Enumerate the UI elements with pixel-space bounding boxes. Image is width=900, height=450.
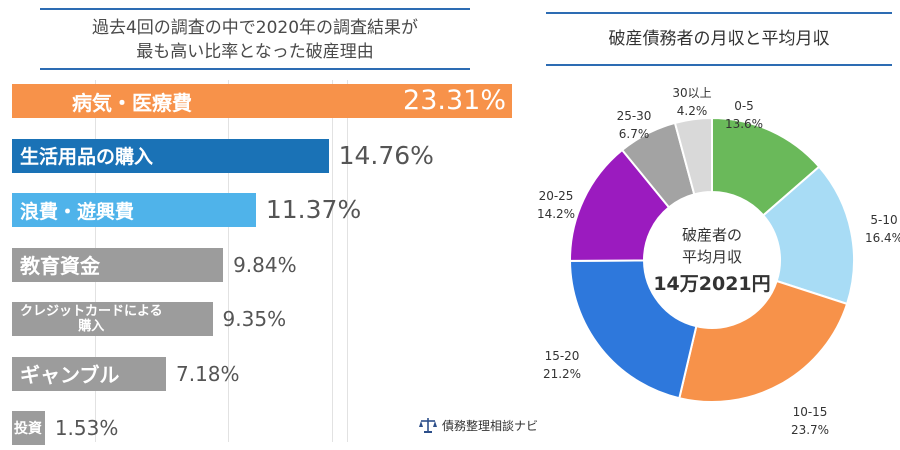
slice-value-label: 14.2% [537, 207, 575, 221]
bar: 浪費・遊興費 [12, 193, 256, 227]
center-value: 14万2021円 [653, 273, 770, 295]
slice-value-label: 21.2% [543, 367, 581, 381]
value-label: 9.84% [233, 252, 297, 277]
donut-slice [568, 259, 698, 400]
bar-label: 生活用品の購入 [20, 146, 154, 168]
center-label-line2: 平均月収 [682, 248, 742, 266]
value-label: 1.53% [54, 416, 119, 440]
scales-icon [419, 418, 437, 433]
bar: 投資 [12, 411, 45, 445]
watermark-text: 債務整理相談ナビ [442, 418, 539, 433]
bar-chart-title: 過去4回の調査の中で2020年の調査結果が 最も高い比率となった破産理由 [40, 8, 470, 70]
bar: 病気・医療費 [12, 84, 512, 118]
value-label: 23.31% [403, 85, 506, 116]
bar-label: 教育資金 [20, 254, 100, 278]
slice-value-label: 13.6% [725, 117, 763, 131]
slice-value-label: 6.7% [619, 127, 650, 141]
bar: 生活用品の購入 [12, 138, 329, 173]
bar-chart: 病気・医療費 23.31% 生活用品の購入 14.76% 浪費・遊興費 11.37% 教育資… [12, 80, 512, 445]
grid-line [347, 80, 348, 442]
slice-value-label: 4.2% [677, 104, 708, 118]
value-label: 7.18% [176, 361, 240, 386]
grid-line [228, 80, 229, 442]
value-label: 11.37% [265, 195, 362, 224]
bar: 教育資金 [12, 247, 224, 282]
value-label: 9.35% [222, 307, 287, 331]
bar-label: 投資 [14, 421, 42, 437]
bar-label: 病気・医療費 [72, 90, 192, 115]
slice-category-label: 20-25 [539, 189, 574, 203]
bar-chart-title-line1: 過去4回の調査の中で2020年の調査結果が [91, 18, 419, 38]
grid-line [332, 80, 333, 442]
donut-slice [673, 116, 713, 196]
bar-chart-title-line2: 最も高い比率となった破産理由 [136, 42, 374, 62]
slice-category-label: 10-15 [793, 405, 828, 419]
slice-category-label: 25-30 [617, 109, 652, 123]
slice-value-label: 16.4% [865, 231, 900, 245]
bar: クレジットカードによる 購入 [12, 302, 213, 336]
center-label-line1: 破産者の [682, 226, 742, 244]
slice-category-label: 5-10 [870, 213, 897, 227]
bar-label: クレジットカードによる 購入 [20, 304, 163, 334]
bar-label: ギャンブル [20, 363, 120, 387]
slice-value-label: 23.7% [791, 423, 829, 437]
donut-slice [678, 279, 849, 403]
donut-chart-title: 破産債務者の月収と平均月収 [546, 12, 892, 66]
slice-category-label: 15-20 [545, 349, 580, 363]
value-label: 14.76% [338, 140, 434, 170]
slice-category-label: 0-5 [734, 99, 754, 113]
slice-category-label: 30以上 [672, 86, 711, 100]
watermark: 債務整理相談ナビ [418, 415, 538, 435]
bar-label: 浪費・遊興費 [20, 200, 135, 223]
bar: ギャンブル [12, 356, 166, 391]
